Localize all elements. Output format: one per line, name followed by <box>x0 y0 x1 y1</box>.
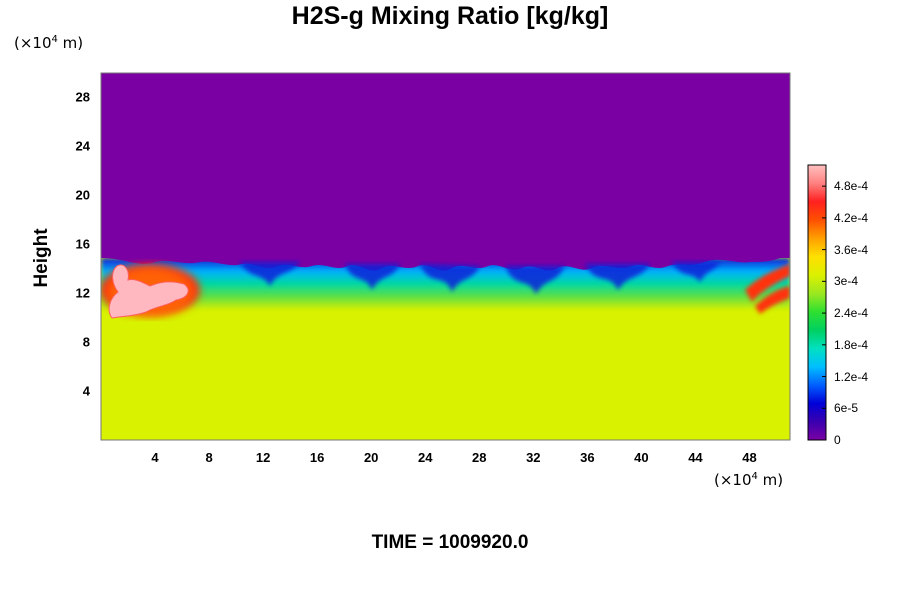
y-tick-label: 8 <box>82 334 90 350</box>
y-axis-unit: (×104 m) <box>14 34 84 52</box>
x-axis-unit: (×104 m) <box>714 471 784 489</box>
x-tick-label: 48 <box>742 450 757 465</box>
colorbar-tick-label: 3e-4 <box>834 274 859 289</box>
x-tick-label: 4 <box>151 450 159 465</box>
y-tick-label: 12 <box>75 285 90 301</box>
x-tick-label: 20 <box>363 450 379 465</box>
colorbar-tick-label: 0 <box>834 433 841 447</box>
x-tick-label: 16 <box>309 450 325 465</box>
x-tick-label: 40 <box>634 450 649 465</box>
colorbar-tick-label: 3.6e-4 <box>834 242 869 257</box>
blue-streaks <box>240 262 720 294</box>
colorbar <box>807 164 827 441</box>
upper-region <box>101 73 790 271</box>
x-tick-label: 28 <box>472 450 487 465</box>
x-tick-label: 12 <box>255 450 271 465</box>
x-tick-label: 32 <box>526 450 541 465</box>
y-tick-label: 4 <box>82 383 90 399</box>
colorbar-tick-label: 1.8e-4 <box>834 337 869 352</box>
chart-title: H2S-g Mixing Ratio [kg/kg] <box>291 2 609 30</box>
colorbar-tick-label: 4.8e-4 <box>834 179 869 194</box>
y-tick-label: 20 <box>75 187 90 203</box>
left-hotspot-pink <box>108 264 189 319</box>
y-tick-label: 24 <box>75 138 90 154</box>
x-tick-label: 24 <box>418 450 433 465</box>
y-tick-label: 28 <box>75 89 90 105</box>
time-label: TIME = 1009920.0 <box>371 532 529 553</box>
right-hotspot <box>745 264 790 314</box>
plot-frame <box>100 72 791 441</box>
x-tick-label: 44 <box>688 450 703 465</box>
x-tick-label: 36 <box>580 450 595 465</box>
colorbar-tick-label: 1.2e-4 <box>834 369 869 384</box>
colorbar-tick-label: 2.4e-4 <box>834 306 869 321</box>
y-tick-label: 16 <box>75 236 90 252</box>
colorbar-tick-label: 4.2e-4 <box>834 210 869 225</box>
colorbar-tick-label: 6e-5 <box>834 401 859 416</box>
x-tick-label: 8 <box>205 450 213 465</box>
